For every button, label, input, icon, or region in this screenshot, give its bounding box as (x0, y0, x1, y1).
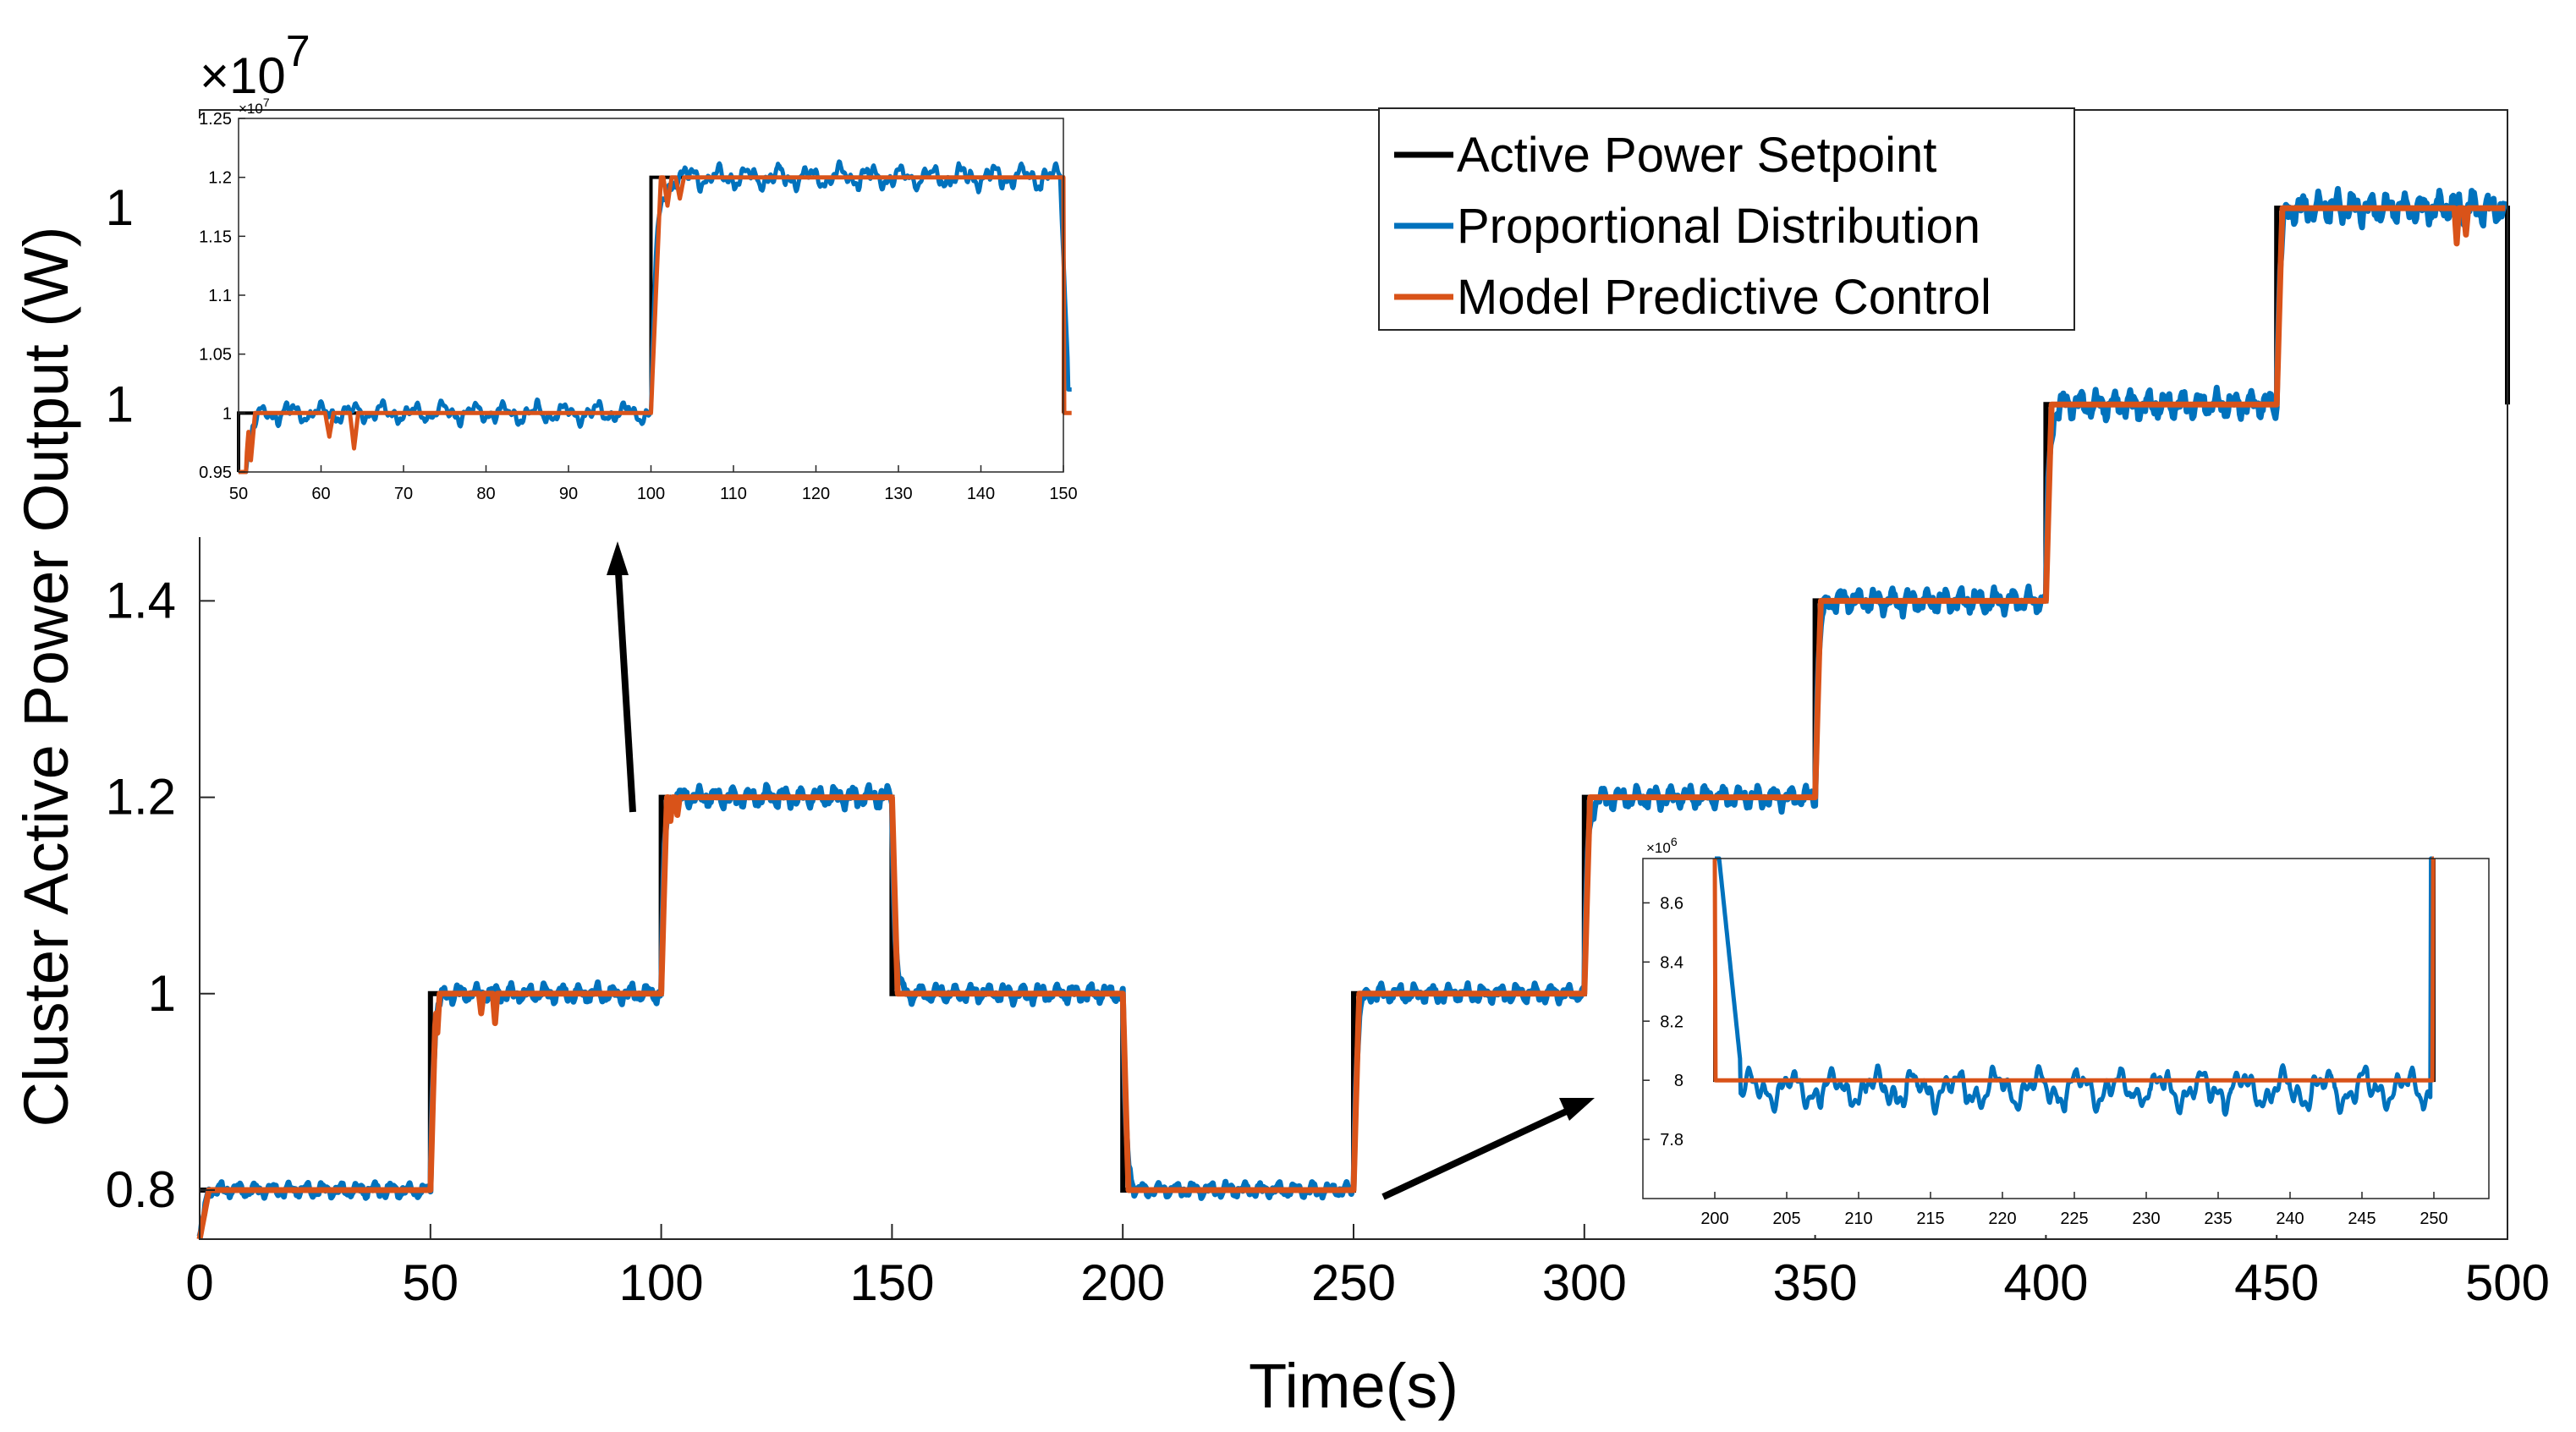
inset-2-x-tick-label: 205 (1772, 1210, 1800, 1228)
x-tick-label: 150 (849, 1254, 934, 1311)
x-tick-label: 250 (1311, 1254, 1396, 1311)
inset-2-x-tick-label: 235 (2204, 1210, 2232, 1228)
x-tick-label: 450 (2234, 1254, 2319, 1311)
inset-1-y-tick-label: 1.1 (208, 287, 232, 305)
arrow-to-inset-1 (607, 541, 636, 813)
legend-box (1378, 107, 2075, 331)
inset-2-y-tick-label: 8.4 (1660, 953, 1683, 972)
inset-2-model-predictive-control (1712, 856, 2436, 1083)
inset-2-y-tick-labels: 7.8 8 8.2 8.4 8.6 (1643, 894, 1683, 1149)
inset-1-x-tick-label: 100 (637, 485, 665, 503)
y-tick-label: 1 (148, 965, 176, 1022)
inset-1-y-tick-label: 0.95 (199, 464, 232, 482)
x-tick-label: 50 (402, 1254, 459, 1311)
x-tick-label: 350 (1773, 1254, 1858, 1311)
main-y-exponent: ×107 (200, 27, 310, 104)
legend-label: Active Power Setpoint (1457, 128, 1936, 183)
inset-2-y-tick-label: 7.8 (1660, 1131, 1683, 1149)
inset-zoom-50-150: 50 60 70 80 90 100 110 120 130 140 150 0.95 1 1.05 1.… (135, 96, 1078, 537)
inset-2-x-tick-label: 250 (2419, 1210, 2447, 1228)
inset-1-y-tick-label: 1.25 (199, 110, 232, 129)
inset-zoom-200-250: 200 205 210 215 220 225 230 235 240 245 250 7.8 8 8.… (1607, 833, 2504, 1235)
y-tick-label: 1.4 (106, 572, 176, 628)
inset-2-series-group (1712, 856, 2436, 1117)
legend-label: Proportional Distribution (1457, 199, 1980, 254)
inset-1-x-tick-label: 130 (884, 485, 912, 503)
arrow-head (1559, 1098, 1595, 1121)
main-series-group (196, 185, 2510, 1240)
inset-1-x-tick-label: 120 (802, 485, 830, 503)
inset-2-y-tick-label: 8 (1674, 1072, 1683, 1090)
inset-2-exponent: ×106 (1646, 835, 1678, 856)
inset-1-x-tick-label: 90 (559, 485, 578, 503)
inset-2-x-tick-label: 220 (1988, 1210, 2016, 1228)
x-tick-label: 100 (619, 1254, 704, 1311)
series-model-predictive-control (196, 205, 2507, 1240)
inset-1-x-tick-label: 60 (311, 485, 330, 503)
y-axis-label: Cluster Active Power Output (W) (11, 226, 81, 1127)
inset-1-y-tick-labels: 0.95 1 1.05 1.1 1.15 1.2 1.25 (199, 110, 245, 482)
inset-1-x-tick-label: 70 (394, 485, 413, 503)
inset-1-y-tick-label: 1.2 (208, 169, 232, 188)
inset-1-x-tick-label: 80 (476, 485, 495, 503)
arrow-head (607, 541, 629, 575)
inset-1-y-tick-label: 1.05 (199, 346, 232, 365)
inset-2-y-tick-label: 8.6 (1660, 894, 1683, 913)
x-tick-label: 0 (185, 1254, 213, 1311)
inset-2-y-tick-label: 8.2 (1660, 1012, 1683, 1031)
inset-2-x-tick-label: 240 (2276, 1210, 2304, 1228)
inset-background (1607, 833, 2504, 1235)
inset-2-x-tick-label: 215 (1916, 1210, 1944, 1228)
arrow-to-inset-2 (1381, 1098, 1595, 1200)
inset-1-y-tick-label: 1 (222, 404, 232, 423)
inset-2-x-tick-label: 210 (1844, 1210, 1872, 1228)
x-tick-label: 300 (1542, 1254, 1627, 1311)
inset-2-x-tick-label: 200 (1700, 1210, 1728, 1228)
inset-1-model-predictive-control (237, 175, 1074, 475)
inset-1-x-tick-label: 50 (229, 485, 248, 503)
inset-2-x-tick-label: 230 (2132, 1210, 2160, 1228)
inset-background (135, 118, 1066, 537)
legend-label: Model Predictive Control (1457, 270, 1991, 325)
legend: Active Power Setpoint Proportional Distri… (1378, 107, 2075, 331)
x-axis-label: Time(s) (1249, 1351, 1458, 1421)
inset-1-x-tick-label: 140 (967, 485, 995, 503)
inset-2-frame (1642, 858, 2490, 1199)
inset-2-x-tick-labels: 200 205 210 215 220 225 230 235 240 245 250 (1700, 1192, 2448, 1228)
y-tick-label: 0.8 (106, 1161, 176, 1218)
legend-entries: Active Power Setpoint Proportional Distri… (1394, 128, 1991, 325)
inset-1-x-tick-label: 150 (1049, 485, 1077, 503)
inset-1-x-tick-label: 110 (720, 485, 747, 503)
inset-2-x-tick-label: 225 (2060, 1210, 2088, 1228)
y-tick-label: 1.2 (106, 769, 176, 826)
x-tick-label: 500 (2465, 1254, 2550, 1311)
x-tick-label: 200 (1080, 1254, 1165, 1311)
inset-1-exponent: ×107 (239, 96, 270, 117)
inset-1-y-tick-label: 1.15 (199, 228, 232, 246)
inset-1-x-tick-labels: 50 60 70 80 90 100 110 120 130 140 150 (229, 465, 1078, 503)
main-axes: 0 50 100 150 200 250 300 350 400 450 500 0.811.21.… (11, 27, 2550, 1421)
x-tick-label: 400 (2003, 1254, 2088, 1311)
inset-2-x-tick-label: 245 (2348, 1210, 2376, 1228)
main-x-tick-labels: 0 50 100 150 200 250 300 350 400 450 500 (185, 1224, 2550, 1311)
